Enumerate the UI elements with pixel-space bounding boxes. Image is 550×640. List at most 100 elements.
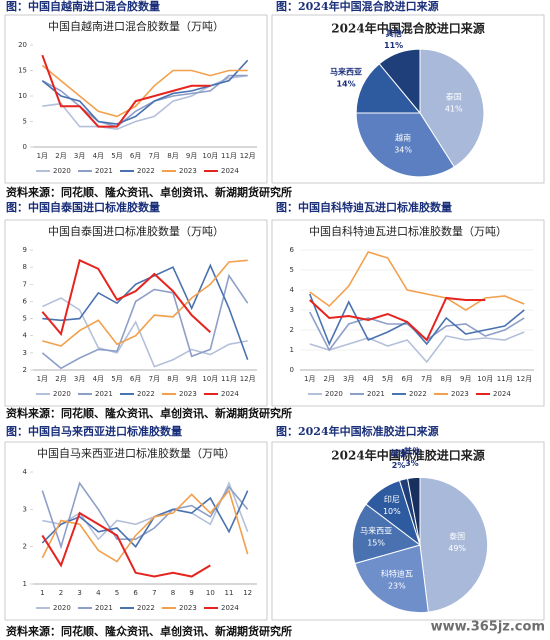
series-line: [309, 251, 525, 311]
section-header: 图：中国自越南进口混合胶数量: [6, 0, 160, 13]
x-tick-label: 10月: [202, 152, 218, 160]
x-tick-label: 7: [152, 589, 156, 597]
x-tick-label: 3月: [74, 375, 85, 383]
x-tick-label: 12月: [240, 375, 256, 383]
x-tick-label: 8月: [167, 375, 178, 383]
section-header: 图：2024年中国标准胶进口来源: [276, 424, 439, 438]
slice-value: 34%: [394, 145, 412, 154]
x-tick-label: 6月: [130, 375, 141, 383]
slice-label: 科特迪瓦: [381, 568, 413, 578]
legend-label: 2021: [367, 390, 385, 398]
slice-value: 15%: [367, 538, 385, 547]
source-note: 资料来源：同花顺、隆众资讯、卓创资讯、新湖期货研究所: [6, 406, 292, 420]
series-line: [41, 54, 211, 128]
x-tick-label: 12: [243, 589, 252, 597]
chart-title: 2024年中国混合胶进口来源: [331, 21, 484, 36]
legend-label: 2023: [451, 390, 469, 398]
x-tick-label: 4月: [93, 375, 104, 383]
legend-label: 2024: [221, 167, 239, 175]
legend-label: 2024: [221, 604, 239, 612]
pie-slice: [351, 503, 422, 565]
slice-value: 14%: [336, 80, 355, 89]
series-line: [41, 59, 249, 125]
legend-label: 2022: [409, 390, 427, 398]
slice-label: 其他: [386, 28, 402, 38]
legend-label: 2022: [137, 390, 155, 398]
section-header: 图：2024年中国混合胶进口来源: [276, 0, 439, 13]
x-tick-label: 6月: [130, 152, 141, 160]
x-tick-label: 1: [40, 589, 44, 597]
series-line: [41, 258, 212, 337]
y-tick-label: 6: [23, 297, 28, 305]
slice-value: 49%: [448, 544, 466, 553]
legend-label: 2024: [493, 390, 511, 398]
y-tick-label: 15: [18, 67, 27, 75]
x-tick-label: 8月: [441, 375, 452, 383]
y-tick-label: 4: [290, 286, 295, 294]
y-tick-label: 2: [23, 366, 27, 374]
y-tick-label: 0: [23, 143, 27, 151]
legend-label: 2020: [53, 390, 71, 398]
chart-title: 中国自越南进口混合胶数量（万吨）: [48, 19, 224, 33]
series-line: [41, 511, 211, 578]
y-tick-label: 9: [23, 246, 27, 254]
slice-label: 马来西亚: [360, 526, 392, 535]
section-header: 图：中国自泰国进口标准胶数量: [6, 200, 160, 214]
y-tick-label: 1: [290, 346, 294, 354]
x-tick-label: 10月: [477, 375, 493, 383]
x-tick-label: 9: [189, 589, 193, 597]
slice-label: 泰国: [449, 531, 465, 541]
y-tick-label: 10: [18, 92, 27, 100]
series-line: [41, 74, 248, 128]
series-line: [42, 481, 249, 541]
x-tick-label: 9月: [186, 375, 197, 383]
x-tick-label: 7月: [149, 152, 160, 160]
slice-label: 越南: [395, 132, 411, 142]
y-tick-label: 2: [23, 543, 27, 551]
series-line: [309, 296, 486, 342]
source-note: 资料来源：同花顺、隆众资讯、卓创资讯、新湖期货研究所: [6, 185, 292, 199]
x-tick-label: 4月: [93, 152, 104, 160]
section-header: 图：中国自科特迪瓦进口标准胶数量: [276, 200, 452, 214]
slice-value: 23%: [388, 581, 406, 590]
x-tick-label: 6: [133, 589, 138, 597]
legend-label: 2023: [179, 167, 197, 175]
x-tick-label: 3: [77, 589, 81, 597]
x-tick-label: 6月: [402, 375, 413, 383]
legend-label: 2021: [95, 604, 113, 612]
slice-value: 11%: [384, 41, 403, 50]
watermark: www.365jz.com: [431, 620, 545, 635]
section-header: 图：中国自马来西亚进口标准胶数量: [6, 424, 182, 438]
legend-label: 2020: [53, 604, 71, 612]
legend-label: 2024: [221, 390, 239, 398]
x-tick-label: 5月: [111, 152, 122, 160]
pie-slice: [378, 48, 421, 115]
chart-title: 中国自泰国进口标准胶数量（万吨）: [48, 224, 224, 238]
series-line: [42, 263, 249, 360]
chart-panel: [271, 14, 545, 184]
x-tick-label: 11月: [221, 375, 237, 383]
x-tick-label: 12月: [240, 152, 256, 160]
series-line: [41, 64, 248, 118]
slice-label: 印尼: [384, 495, 400, 504]
y-tick-label: 5: [290, 266, 294, 274]
x-tick-label: 11月: [221, 152, 237, 160]
x-tick-label: 5月: [382, 375, 393, 383]
legend-label: 2021: [95, 390, 113, 398]
x-tick-label: 3月: [74, 152, 85, 160]
y-tick-label: 7: [23, 280, 27, 288]
legend-label: 2022: [137, 167, 155, 175]
pie-slice: [354, 544, 429, 614]
slice-value: 3%: [405, 459, 419, 468]
x-tick-label: 2月: [324, 375, 335, 383]
y-tick-label: 3: [23, 349, 27, 357]
x-tick-label: 1月: [37, 375, 48, 383]
x-tick-label: 9月: [186, 152, 197, 160]
y-tick-label: 3: [23, 505, 27, 513]
legend-label: 2023: [179, 604, 197, 612]
chart-panel: [4, 219, 268, 407]
series-line: [41, 297, 248, 368]
x-tick-label: 2月: [55, 152, 66, 160]
